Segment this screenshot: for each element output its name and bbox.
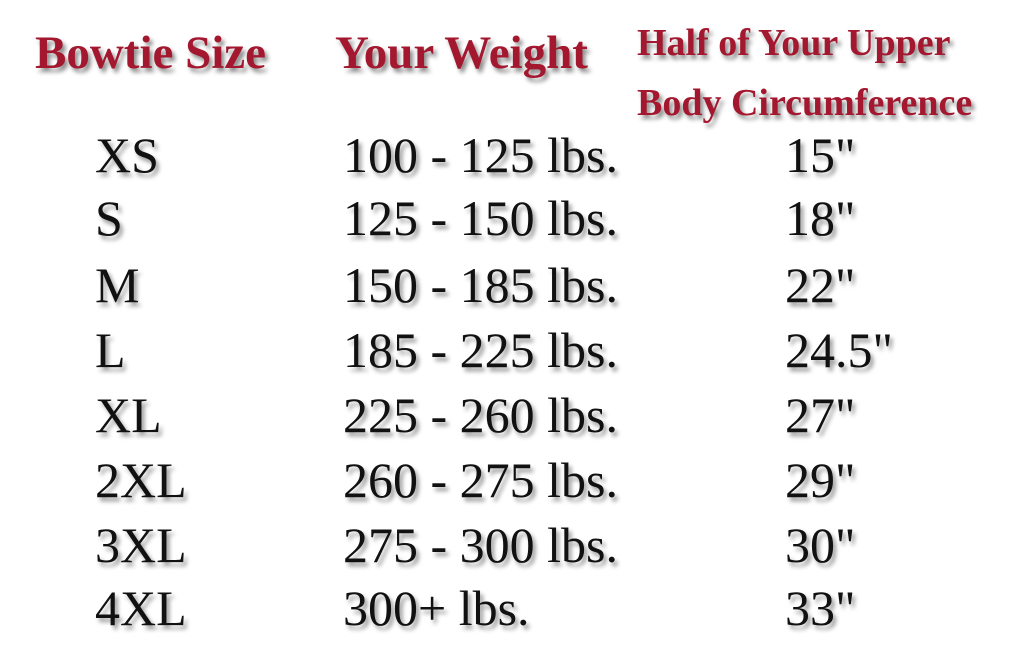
circumference-cell: 30" [785,517,856,573]
size-cell: XL [95,387,162,443]
header-circumference-line1: Half of Your Upper [637,22,951,64]
weight-cell: 125 - 150 lbs. [343,190,618,246]
weight-cell: 300+ lbs. [343,580,530,636]
circumference-cell: 29" [785,452,856,508]
header-bowtie-size: Bowtie Size [35,27,267,79]
size-cell: 2XL [95,452,187,508]
header-circumference-line2: Body Circumference [637,82,973,124]
table-row: XL 225 - 260 lbs. 27" [0,385,1015,445]
weight-cell: 260 - 275 lbs. [343,452,618,508]
size-cell: 4XL [95,580,187,636]
weight-cell: 100 - 125 lbs. [343,127,618,183]
size-cell: 3XL [95,517,187,573]
weight-cell: 225 - 260 lbs. [343,387,618,443]
table-row: 4XL 300+ lbs. 33" [0,578,1015,638]
circumference-cell: 15" [785,127,856,183]
table-row: XS 100 - 125 lbs. 15" [0,125,1015,185]
header-your-weight: Your Weight [335,27,588,79]
circumference-cell: 18" [785,190,856,246]
table-row: 3XL 275 - 300 lbs. 30" [0,515,1015,575]
header-circumference: Half of Your Upper Body Circumference [637,13,972,133]
circumference-cell: 33" [785,580,856,636]
size-cell: M [95,257,140,313]
size-cell: XS [95,127,159,183]
weight-cell: 275 - 300 lbs. [343,517,618,573]
weight-cell: 150 - 185 lbs. [343,257,618,313]
circumference-cell: 24.5" [785,322,893,378]
table-row: M 150 - 185 lbs. 22" [0,255,1015,315]
size-cell: S [95,190,123,246]
size-cell: L [95,322,126,378]
circumference-cell: 22" [785,257,856,313]
circumference-cell: 27" [785,387,856,443]
weight-cell: 185 - 225 lbs. [343,322,618,378]
table-row: S 125 - 150 lbs. 18" [0,188,1015,248]
table-row: 2XL 260 - 275 lbs. 29" [0,450,1015,510]
table-row: L 185 - 225 lbs. 24.5" [0,320,1015,380]
